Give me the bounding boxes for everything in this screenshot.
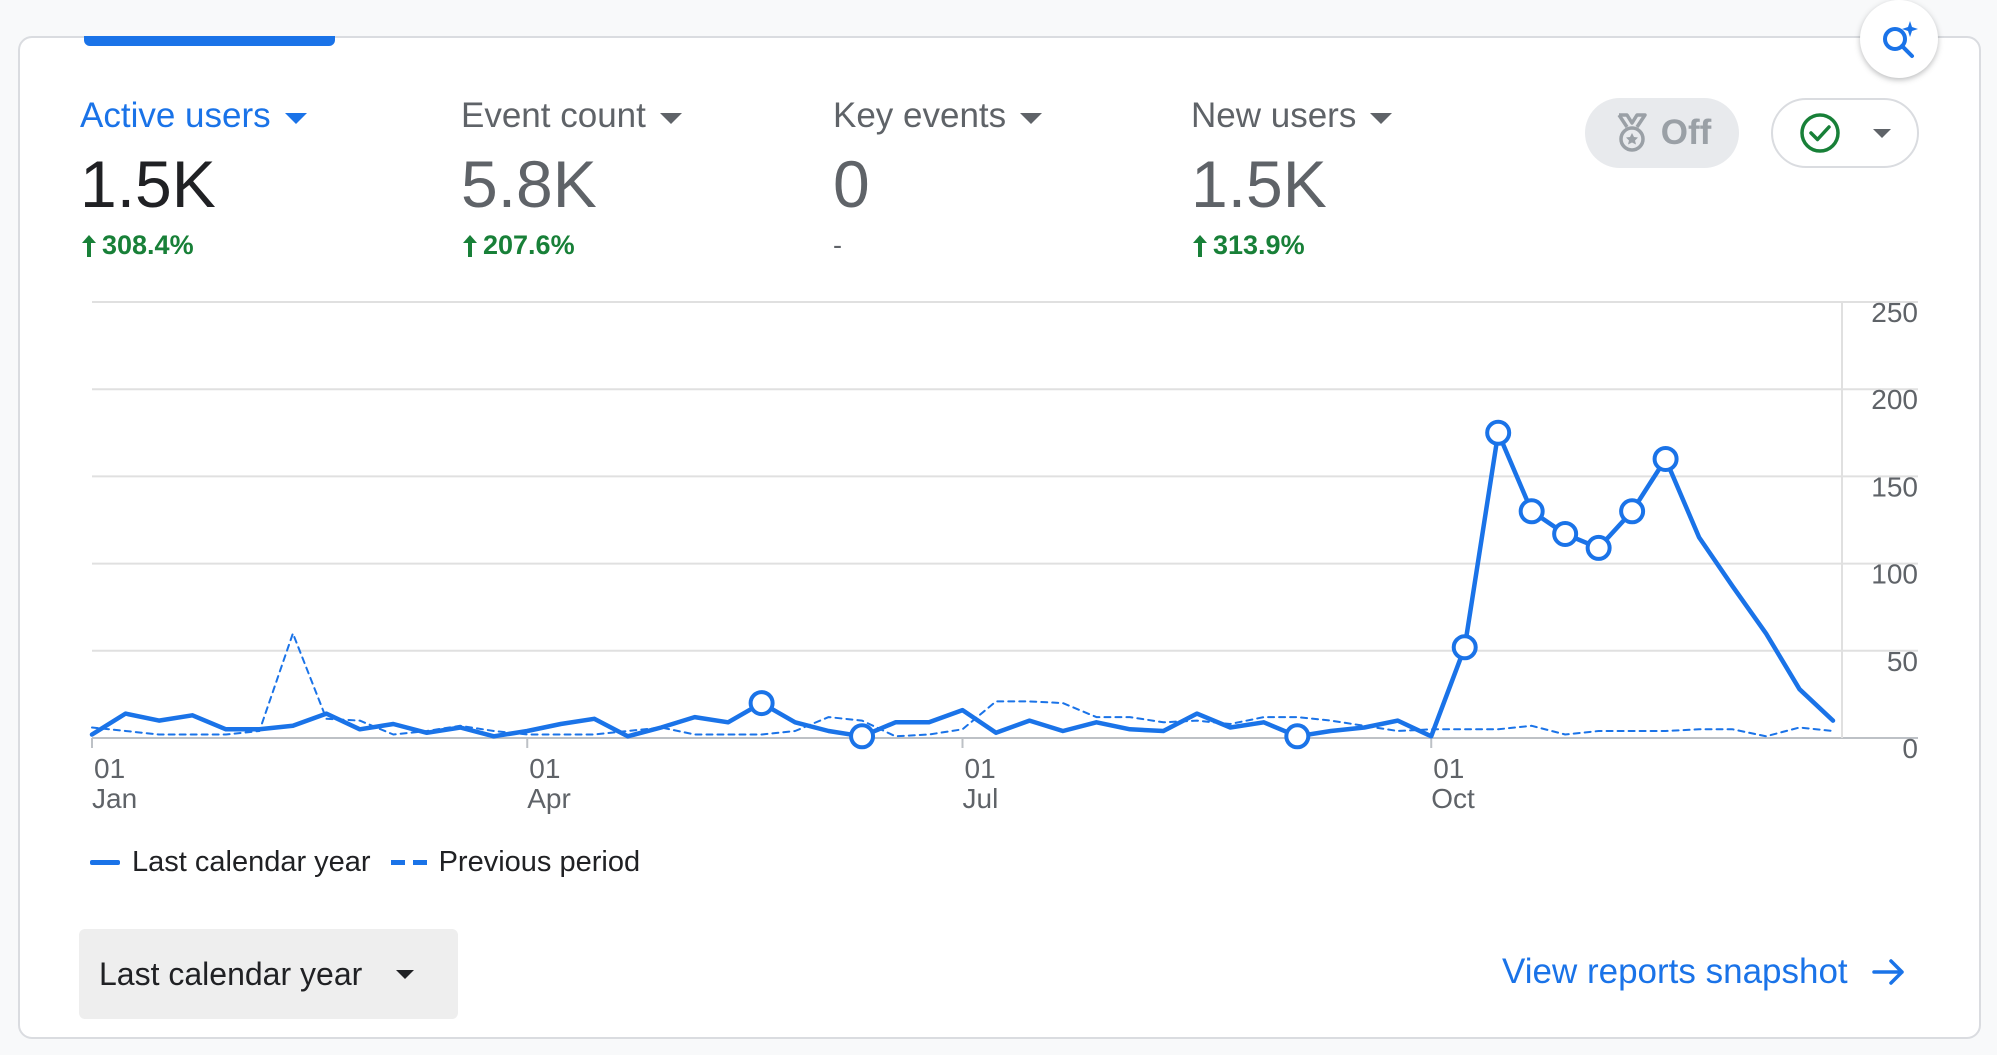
x-tick-day: 01	[965, 753, 996, 784]
benchmark-toggle-label: Off	[1660, 113, 1712, 152]
metric-label: New users	[1191, 96, 1357, 135]
data-point-marker	[748, 690, 775, 717]
caret-down-icon	[659, 112, 682, 124]
y-tick-label: 100	[1871, 559, 1918, 590]
metric-change: 308.4%	[80, 230, 307, 261]
metric-change-value: -	[833, 230, 842, 260]
x-tick-day: 01	[529, 753, 560, 784]
benchmark-toggle[interactable]: Off	[1585, 98, 1739, 168]
series-line-previous	[91, 632, 1834, 738]
series-line-current	[89, 430, 1836, 739]
arrow-up-icon	[463, 234, 477, 257]
arrow-right-icon	[1871, 959, 1904, 985]
metric-value: 1.5K	[1191, 147, 1327, 221]
y-tick-label: 50	[1887, 646, 1918, 677]
metric-label: Event count	[461, 96, 646, 135]
data-point-marker	[1585, 534, 1612, 561]
chart-legend: Last calendar year Previous period	[90, 846, 660, 879]
date-range-label: Last calendar year	[99, 955, 363, 992]
caret-down-icon	[1370, 112, 1393, 124]
metric-label: Active users	[80, 96, 271, 135]
check-circle-icon	[1800, 113, 1840, 153]
data-point-marker	[1619, 498, 1646, 525]
metric-change: -	[833, 230, 1042, 261]
x-tick-month: Oct	[1431, 783, 1475, 814]
metric-header[interactable]: Event count	[461, 96, 682, 136]
metric-header[interactable]: Active users	[80, 96, 307, 136]
data-point-marker	[1552, 520, 1579, 547]
legend-item-previous: Previous period	[390, 846, 641, 879]
metric-event-count[interactable]: Event count 5.8K 207.6%	[461, 96, 682, 261]
metric-change: 207.6%	[461, 230, 682, 261]
metric-new-users[interactable]: New users 1.5K 313.9%	[1191, 96, 1393, 261]
y-tick-label: 0	[1902, 733, 1918, 764]
metric-active-users[interactable]: Active users 1.5K 308.4%	[80, 96, 307, 261]
metric-label: Key events	[833, 96, 1007, 135]
caret-down-icon	[284, 112, 307, 124]
metric-change-value: 207.6%	[483, 230, 575, 260]
metric-value: 5.8K	[461, 147, 597, 221]
metric-change-value: 313.9%	[1213, 230, 1305, 260]
x-tick-month: Apr	[527, 783, 571, 814]
caret-down-icon	[1020, 112, 1043, 124]
x-tick-day: 01	[1433, 753, 1464, 784]
caret-down-icon	[1873, 128, 1891, 138]
x-tick-month: Jan	[92, 783, 137, 814]
insights-button[interactable]	[1860, 0, 1938, 78]
metric-header[interactable]: Key events	[833, 96, 1043, 136]
y-tick-label: 150	[1871, 471, 1918, 502]
y-tick-label: 250	[1871, 297, 1918, 328]
legend-item-current: Last calendar year	[90, 846, 371, 879]
tab-indicator	[84, 36, 335, 46]
data-point-marker	[1485, 419, 1512, 446]
data-point-marker	[849, 723, 876, 750]
legend-solid-swatch	[90, 860, 120, 865]
data-point-marker	[1518, 498, 1545, 525]
view-reports-snapshot-link[interactable]: View reports snapshot	[1502, 952, 1906, 992]
metric-change: 313.9%	[1191, 230, 1392, 261]
metric-change-value: 308.4%	[102, 230, 194, 260]
data-point-marker	[1451, 634, 1478, 661]
metric-value: 1.5K	[80, 147, 216, 221]
medal-icon	[1617, 113, 1647, 152]
caret-down-icon	[396, 969, 415, 979]
x-tick-day: 01	[94, 753, 125, 784]
snapshot-link-label: View reports snapshot	[1502, 952, 1848, 991]
date-range-dropdown[interactable]: Last calendar year	[79, 929, 458, 1019]
overview-card	[18, 36, 1981, 1039]
status-dropdown[interactable]	[1771, 98, 1919, 168]
search-spark-icon	[1883, 21, 1918, 58]
legend-dashed-swatch	[390, 860, 427, 865]
metric-key-events[interactable]: Key events 0 -	[833, 96, 1043, 261]
y-tick-label: 200	[1871, 384, 1918, 415]
data-point-marker	[1284, 723, 1311, 750]
x-tick-month: Jul	[963, 783, 999, 814]
legend-label-previous: Previous period	[438, 846, 641, 878]
metric-header[interactable]: New users	[1191, 96, 1393, 136]
data-point-marker	[1652, 445, 1679, 472]
legend-label-current: Last calendar year	[132, 846, 371, 878]
arrow-up-icon	[1193, 234, 1207, 257]
metric-value: 0	[833, 147, 870, 221]
arrow-up-icon	[82, 234, 96, 257]
